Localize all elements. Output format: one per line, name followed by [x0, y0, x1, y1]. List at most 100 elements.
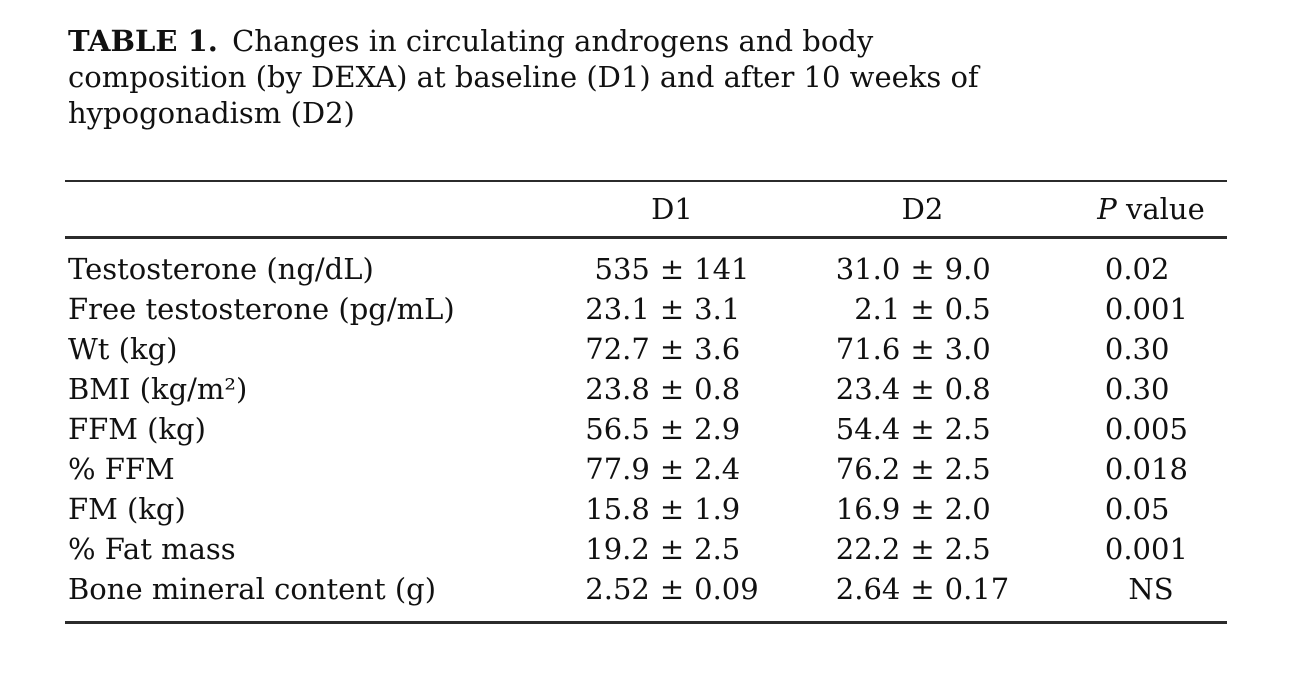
- d1-value: 77.9 ±2.4: [505, 449, 790, 489]
- p-value: 0.02: [1065, 238, 1227, 290]
- table-row: Free testosterone (pg/mL) 23.1 ±3.1 2.1 ±0.5…: [65, 289, 1227, 329]
- mean-sd-measurement: 71.6 ±3.0: [816, 332, 1030, 366]
- caption-line-3: hypogonadism (D2): [68, 96, 355, 130]
- mean-value: 16.9: [835, 492, 901, 526]
- d1-value: 535 ±141: [505, 238, 790, 290]
- p-value-number: 0.001: [1104, 292, 1188, 326]
- mean-sd-measurement: 22.2 ±2.5: [816, 532, 1030, 566]
- mean-sd-measurement: 31.0 ±9.0: [816, 252, 1030, 286]
- column-header-empty: [65, 181, 505, 239]
- plus-minus-sign: ±: [910, 292, 935, 326]
- plus-minus-sign: ±: [659, 412, 685, 446]
- caption-line-2: composition (by DEXA) at baseline (D1) a…: [68, 60, 979, 94]
- mean-value: 77.9: [585, 452, 650, 486]
- sd-value: 3.1: [694, 292, 741, 326]
- plus-minus-sign: ±: [659, 292, 685, 326]
- mean-value: 19.2: [585, 532, 650, 566]
- p-value: 0.30: [1065, 329, 1227, 369]
- table-row: BMI (kg/m²) 23.8 ±0.8 23.4 ±0.8 0.30: [65, 369, 1227, 409]
- d2-value: 2.1 ±0.5: [790, 289, 1065, 329]
- mean-sd-measurement: 23.4 ±0.8: [816, 372, 1030, 406]
- mean-value: 2.52: [585, 572, 650, 606]
- table-row: % Fat mass 19.2 ±2.5 22.2 ±2.5 0.001: [65, 529, 1227, 569]
- row-label: Bone mineral content (g): [68, 572, 437, 606]
- table-number-label: TABLE 1.: [68, 24, 218, 58]
- sd-value: 0.5: [944, 292, 991, 326]
- p-value-number: 0.30: [1104, 332, 1170, 366]
- p-value: 0.005: [1065, 409, 1227, 449]
- mean-sd-measurement: 77.9 ±2.4: [565, 452, 779, 486]
- caption-text: Changes in circulating androgens and bod…: [222, 24, 874, 58]
- d2-value: 71.6 ±3.0: [790, 329, 1065, 369]
- plus-minus-sign: ±: [910, 372, 935, 406]
- mean-sd-measurement: 16.9 ±2.0: [816, 492, 1030, 526]
- plus-minus-sign: ±: [910, 572, 935, 606]
- row-label: % Fat mass: [68, 532, 236, 566]
- mean-value: 31.0: [835, 252, 901, 286]
- table-row: Bone mineral content (g) 2.52 ±0.09 2.64 ±0.…: [65, 569, 1227, 623]
- plus-minus-sign: ±: [659, 332, 685, 366]
- d1-value: 72.7 ±3.6: [505, 329, 790, 369]
- row-label: FM (kg): [68, 492, 186, 526]
- mean-value: 71.6: [835, 332, 901, 366]
- table-row: Testosterone (ng/dL) 535 ±141 31.0 ±9.0 0.02: [65, 238, 1227, 290]
- sd-value: 1.9: [694, 492, 741, 526]
- sd-value: 3.0: [944, 332, 991, 366]
- mean-sd-measurement: 19.2 ±2.5: [565, 532, 779, 566]
- plus-minus-sign: ±: [910, 452, 935, 486]
- plus-minus-sign: ±: [910, 412, 935, 446]
- plus-minus-sign: ±: [659, 452, 685, 486]
- sd-value: 2.5: [694, 532, 741, 566]
- mean-value: 23.8: [585, 372, 650, 406]
- mean-sd-measurement: 2.52 ±0.09: [565, 572, 779, 606]
- mean-sd-measurement: 56.5 ±2.9: [565, 412, 779, 446]
- mean-value: 72.7: [585, 332, 650, 366]
- mean-sd-measurement: 23.1 ±3.1: [565, 292, 779, 326]
- sd-value: 0.8: [694, 372, 741, 406]
- mean-value: 15.8: [585, 492, 650, 526]
- sd-value: 0.09: [694, 572, 759, 606]
- d1-value: 23.8 ±0.8: [505, 369, 790, 409]
- sd-value: 2.0: [944, 492, 991, 526]
- column-header-d2: D2: [790, 181, 1065, 239]
- mean-sd-measurement: 535 ±141: [565, 252, 779, 286]
- sd-value: 2.5: [944, 532, 991, 566]
- table-row: FM (kg) 15.8 ±1.9 16.9 ±2.0 0.05: [65, 489, 1227, 529]
- mean-sd-measurement: 23.8 ±0.8: [565, 372, 779, 406]
- mean-value: 23.1: [585, 292, 650, 326]
- mean-sd-measurement: 72.7 ±3.6: [565, 332, 779, 366]
- mean-value: 56.5: [585, 412, 650, 446]
- d2-value: 54.4 ±2.5: [790, 409, 1065, 449]
- mean-value: 2.64: [835, 572, 901, 606]
- d2-value: 76.2 ±2.5: [790, 449, 1065, 489]
- row-label: BMI (kg/m²): [68, 372, 248, 406]
- table-row: FFM (kg) 56.5 ±2.9 54.4 ±2.5 0.005: [65, 409, 1227, 449]
- mean-value: 22.2: [835, 532, 901, 566]
- d1-value: 19.2 ±2.5: [505, 529, 790, 569]
- mean-value: 2.1: [854, 292, 901, 326]
- p-value: 0.05: [1065, 489, 1227, 529]
- sd-value: 2.5: [944, 452, 991, 486]
- row-label: FFM (kg): [68, 412, 206, 446]
- table-caption: TABLE 1. Changes in circulating androgen…: [68, 23, 1198, 131]
- mean-sd-measurement: 2.64 ±0.17: [816, 572, 1030, 606]
- mean-value: 54.4: [835, 412, 901, 446]
- plus-minus-sign: ±: [910, 532, 935, 566]
- d2-value: 23.4 ±0.8: [790, 369, 1065, 409]
- row-label: Wt (kg): [68, 332, 178, 366]
- plus-minus-sign: ±: [910, 492, 935, 526]
- mean-value: 76.2: [835, 452, 901, 486]
- plus-minus-sign: ±: [659, 572, 685, 606]
- p-value-number: 0.05: [1104, 492, 1170, 526]
- plus-minus-sign: ±: [910, 332, 935, 366]
- p-value-number: 0.018: [1104, 452, 1188, 486]
- d1-value: 56.5 ±2.9: [505, 409, 790, 449]
- sd-value: 0.8: [944, 372, 991, 406]
- p-value: 0.001: [1065, 289, 1227, 329]
- sd-value: 2.5: [944, 412, 991, 446]
- p-value: 0.018: [1065, 449, 1227, 489]
- table-row: % FFM 77.9 ±2.4 76.2 ±2.5 0.018: [65, 449, 1227, 489]
- table-row: Wt (kg) 72.7 ±3.6 71.6 ±3.0 0.30: [65, 329, 1227, 369]
- mean-sd-measurement: 76.2 ±2.5: [816, 452, 1030, 486]
